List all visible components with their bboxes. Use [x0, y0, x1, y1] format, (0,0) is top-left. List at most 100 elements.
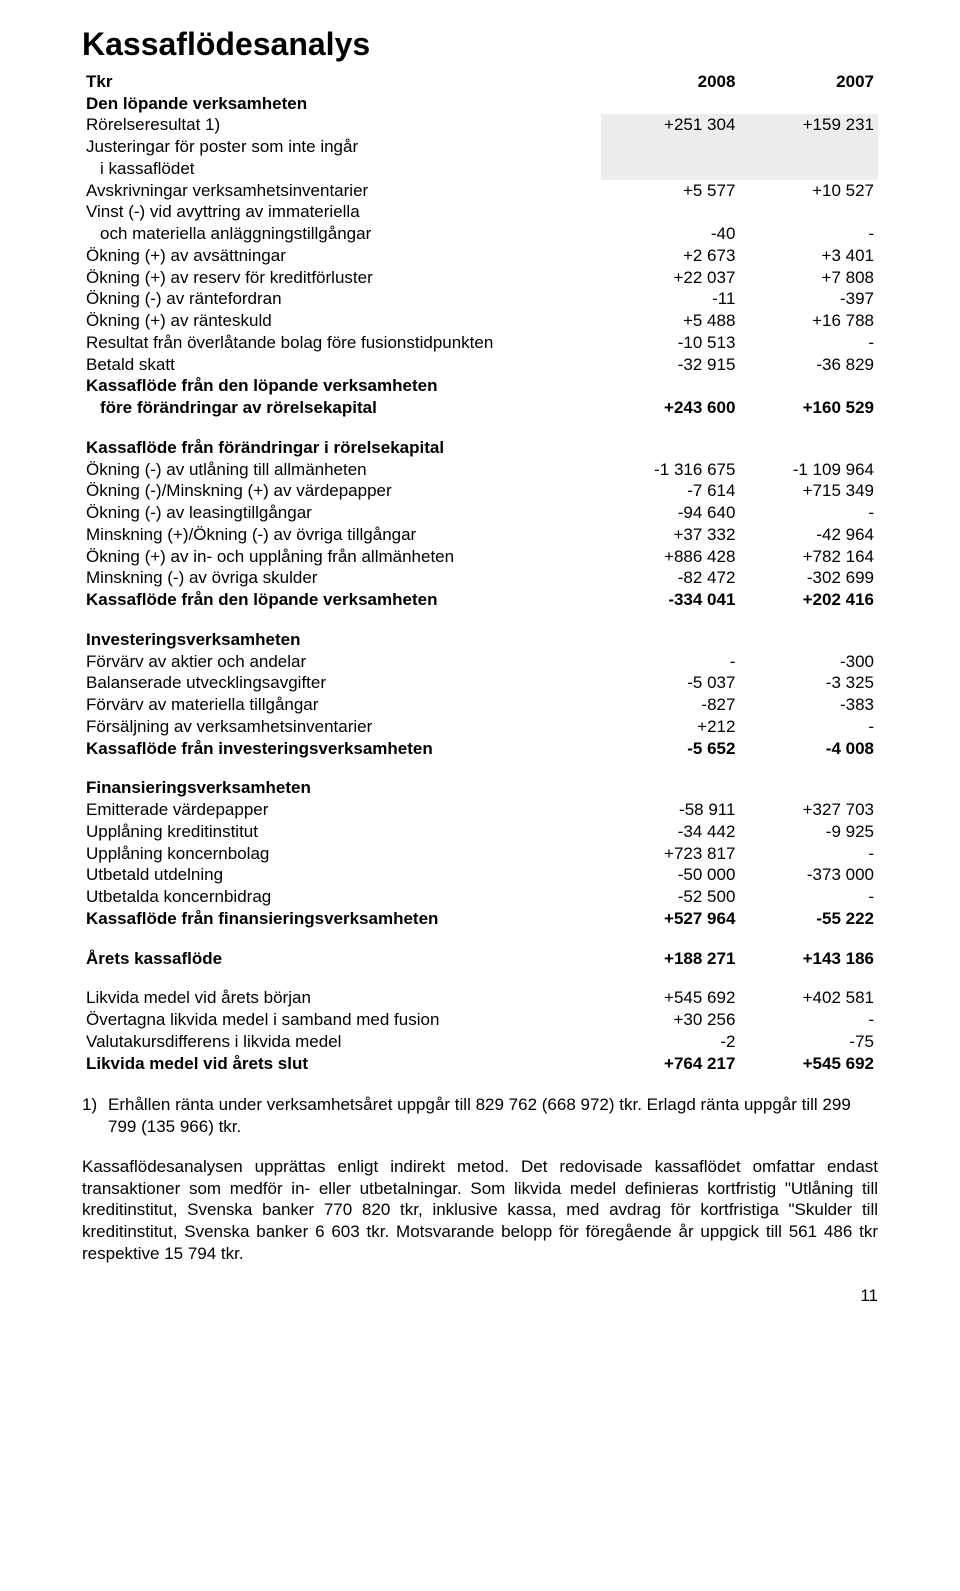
- row-value-2008: +545 692: [601, 987, 740, 1009]
- row-value-2007: +159 231: [739, 114, 878, 136]
- row-value-2007: -383: [739, 694, 878, 716]
- row-label: Ökning (-)/Minskning (+) av värdepapper: [82, 480, 601, 502]
- row-value-2007: -4 008: [739, 738, 878, 760]
- row-label: Avskrivningar verksamhetsinventarier: [82, 180, 601, 202]
- row-label: Ökning (+) av in- och upplåning från all…: [82, 546, 601, 568]
- section-heading-label: Investeringsverksamheten: [82, 629, 601, 651]
- row-value-2008: +22 037: [601, 267, 740, 289]
- section-heading-label: Finansieringsverksamheten: [82, 777, 601, 799]
- table-row: Valutakursdifferens i likvida medel-2-75: [82, 1031, 878, 1053]
- row-value-2008: [601, 375, 740, 397]
- table-row: Förvärv av aktier och andelar--300: [82, 651, 878, 673]
- row-value-2007: +3 401: [739, 245, 878, 267]
- row-value-2008: +886 428: [601, 546, 740, 568]
- row-label: Ökning (+) av avsättningar: [82, 245, 601, 267]
- row-value-2007: +7 808: [739, 267, 878, 289]
- section-spacer: [82, 611, 878, 629]
- cashflow-table: Tkr20082007Den löpande verksamhetenRörel…: [82, 71, 878, 1075]
- row-value-2008: -50 000: [601, 864, 740, 886]
- row-value-2007: -: [739, 886, 878, 908]
- table-header: Tkr20082007: [82, 71, 878, 93]
- row-value-2008: -7 614: [601, 480, 740, 502]
- table-row: Övertagna likvida medel i samband med fu…: [82, 1009, 878, 1031]
- row-label: Övertagna likvida medel i samband med fu…: [82, 1009, 601, 1031]
- table-row: och materiella anläggningstillgångar-40-: [82, 223, 878, 245]
- row-value-2008: -82 472: [601, 567, 740, 589]
- row-value-2007: +160 529: [739, 397, 878, 419]
- section-heading: Finansieringsverksamheten: [82, 777, 878, 799]
- row-value-2007: -: [739, 1009, 878, 1031]
- row-label: före förändringar av rörelsekapital: [82, 397, 601, 419]
- row-label: Ökning (-) av utlåning till allmänheten: [82, 459, 601, 481]
- section-heading: Kassaflöde från förändringar i rörelseka…: [82, 437, 878, 459]
- row-label: Upplåning koncernbolag: [82, 843, 601, 865]
- row-value-2008: [601, 158, 740, 180]
- table-row: Betald skatt-32 915-36 829: [82, 354, 878, 376]
- footnote: 1) Erhållen ränta under verksamhetsåret …: [82, 1094, 878, 1138]
- row-value-2007: +715 349: [739, 480, 878, 502]
- row-value-2007: -42 964: [739, 524, 878, 546]
- row-label: Rörelseresultat 1): [82, 114, 601, 136]
- row-label: Resultat från överlåtande bolag före fus…: [82, 332, 601, 354]
- table-row: Resultat från överlåtande bolag före fus…: [82, 332, 878, 354]
- section-spacer: [82, 419, 878, 437]
- section-heading: Investeringsverksamheten: [82, 629, 878, 651]
- table-row: Minskning (+)/Ökning (-) av övriga tillg…: [82, 524, 878, 546]
- row-value-2007: +143 186: [739, 948, 878, 970]
- header-label: Tkr: [82, 71, 601, 93]
- row-value-2008: -52 500: [601, 886, 740, 908]
- table-row: Likvida medel vid årets slut+764 217+545…: [82, 1053, 878, 1075]
- row-label: Minskning (-) av övriga skulder: [82, 567, 601, 589]
- row-label: i kassaflödet: [82, 158, 601, 180]
- row-value-2007: [739, 375, 878, 397]
- row-value-2007: -300: [739, 651, 878, 673]
- table-row: Ökning (-)/Minskning (+) av värdepapper-…: [82, 480, 878, 502]
- row-value-2008: -10 513: [601, 332, 740, 354]
- row-value-2008: [601, 201, 740, 223]
- row-value-2007: -36 829: [739, 354, 878, 376]
- row-label: Likvida medel vid årets slut: [82, 1053, 601, 1075]
- row-value-2008: -5 037: [601, 672, 740, 694]
- row-value-2007: -3 325: [739, 672, 878, 694]
- row-value-2007: +202 416: [739, 589, 878, 611]
- table-row: Ökning (-) av räntefordran-11-397: [82, 288, 878, 310]
- section-spacer: [82, 969, 878, 987]
- row-value-2007: -: [739, 223, 878, 245]
- row-label: Ökning (-) av räntefordran: [82, 288, 601, 310]
- row-label: Årets kassaflöde: [82, 948, 601, 970]
- table-row: Ökning (+) av ränteskuld+5 488+16 788: [82, 310, 878, 332]
- row-value-2008: -32 915: [601, 354, 740, 376]
- row-value-2007: +402 581: [739, 987, 878, 1009]
- row-value-2007: -9 925: [739, 821, 878, 843]
- row-value-2007: -: [739, 716, 878, 738]
- table-row: Årets kassaflöde+188 271+143 186: [82, 948, 878, 970]
- row-value-2008: +212: [601, 716, 740, 738]
- table-row: Utbetald utdelning-50 000-373 000: [82, 864, 878, 886]
- row-value-2008: -34 442: [601, 821, 740, 843]
- row-value-2007: +327 703: [739, 799, 878, 821]
- row-value-2008: -40: [601, 223, 740, 245]
- footnote-text: Erhållen ränta under verksamhetsåret upp…: [108, 1094, 878, 1138]
- section-heading-label: Kassaflöde från förändringar i rörelseka…: [82, 437, 601, 459]
- row-value-2007: -: [739, 843, 878, 865]
- table-row: Kassaflöde från finansieringsverksamhete…: [82, 908, 878, 930]
- section-heading: Den löpande verksamheten: [82, 93, 878, 115]
- row-value-2008: +5 488: [601, 310, 740, 332]
- table-row: Ökning (-) av utlåning till allmänheten-…: [82, 459, 878, 481]
- row-value-2008: +37 332: [601, 524, 740, 546]
- row-value-2007: -: [739, 332, 878, 354]
- row-value-2008: -2: [601, 1031, 740, 1053]
- table-row: Ökning (-) av leasingtillgångar-94 640-: [82, 502, 878, 524]
- header-col-2007: 2007: [739, 71, 878, 93]
- table-row: Balanserade utvecklingsavgifter-5 037-3 …: [82, 672, 878, 694]
- row-value-2008: +2 673: [601, 245, 740, 267]
- row-label: Vinst (-) vid avyttring av immateriella: [82, 201, 601, 223]
- row-label: Försäljning av verksamhetsinventarier: [82, 716, 601, 738]
- row-value-2008: -334 041: [601, 589, 740, 611]
- row-label: Justeringar för poster som inte ingår: [82, 136, 601, 158]
- body-paragraph: Kassaflödesanalysen upprättas enligt ind…: [82, 1156, 878, 1265]
- row-value-2007: -: [739, 502, 878, 524]
- row-value-2007: -302 699: [739, 567, 878, 589]
- row-label: Minskning (+)/Ökning (-) av övriga tillg…: [82, 524, 601, 546]
- row-value-2007: -75: [739, 1031, 878, 1053]
